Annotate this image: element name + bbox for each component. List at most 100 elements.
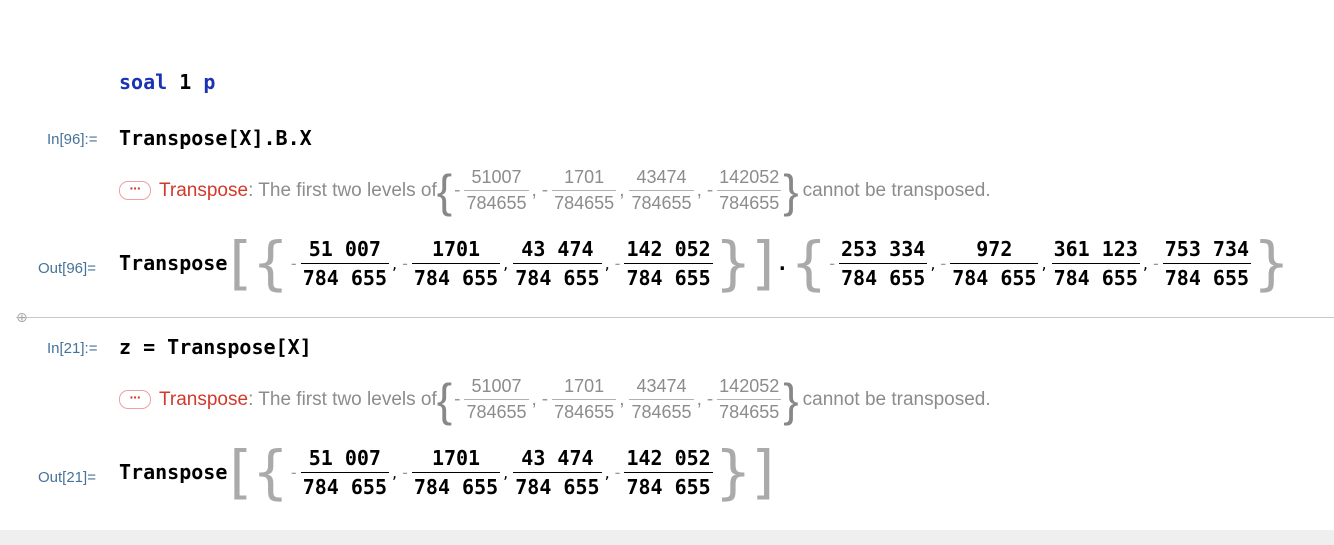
title-word-p: p bbox=[203, 70, 216, 94]
fraction-numerator: 51007 bbox=[471, 376, 522, 396]
output-label-21: Out[21]= bbox=[38, 469, 96, 486]
fraction-numerator: 43 474 bbox=[521, 236, 594, 261]
fraction-numerator: 1701 bbox=[564, 376, 605, 396]
fraction-denominator: 784655 bbox=[717, 399, 782, 423]
output-cell-21[interactable]: Transpose [ { -51 007 784 655, -1701 784 65… bbox=[119, 438, 775, 506]
input-label-96: In[96]:= bbox=[47, 131, 98, 148]
fraction: 1701 784655 bbox=[552, 376, 617, 423]
input-label-21: In[21]:= bbox=[47, 340, 98, 357]
minus-sign: - bbox=[541, 388, 549, 410]
minus-sign: - bbox=[940, 253, 947, 273]
fraction: 142 052 784 655 bbox=[624, 237, 713, 290]
fraction: 142 052 784 655 bbox=[624, 445, 713, 499]
message-tag[interactable]: Transpose bbox=[159, 179, 249, 201]
fraction: 361 123 784 655 bbox=[1051, 237, 1140, 290]
fraction-numerator: 753 734 bbox=[1164, 236, 1250, 261]
output-cell-96[interactable]: Transpose [ { -51 007 784 655, -1701 784 65… bbox=[119, 229, 1290, 297]
fraction: 142052 784655 bbox=[717, 376, 782, 423]
fraction: 43 474 784 655 bbox=[513, 236, 602, 290]
minus-sign: - bbox=[290, 462, 297, 482]
message-text-after: cannot be transposed. bbox=[802, 179, 991, 201]
output-label-96: Out[96]= bbox=[38, 260, 96, 277]
open-bracket-icon: [ bbox=[229, 438, 253, 506]
fraction-denominator: 784 655 bbox=[950, 262, 1039, 290]
open-brace-icon: { bbox=[436, 373, 453, 426]
fraction-numerator: 253 334 bbox=[841, 236, 926, 261]
message-text: : The first two levels of bbox=[248, 388, 437, 410]
fraction-denominator: 784 655 bbox=[411, 262, 501, 290]
fraction-denominator: 784 655 bbox=[300, 262, 389, 290]
message-text: : The first two levels of bbox=[248, 179, 437, 201]
plus-icon[interactable]: ⊕ bbox=[16, 310, 28, 326]
fraction: 43474 784655 bbox=[629, 376, 694, 423]
fraction-numerator: 142 052 bbox=[626, 445, 711, 470]
fraction-denominator: 784655 bbox=[629, 190, 694, 214]
message-menu-button[interactable]: ··· bbox=[119, 181, 151, 200]
fraction-numerator: 43474 bbox=[636, 376, 687, 396]
fraction: 1701 784655 bbox=[552, 167, 617, 214]
comma-separator: , bbox=[619, 388, 625, 410]
fraction-numerator: 43 474 bbox=[521, 445, 594, 470]
minus-sign: - bbox=[290, 253, 297, 273]
message-text-after: cannot be transposed. bbox=[802, 388, 991, 410]
fraction-numerator: 972 bbox=[976, 236, 1013, 261]
fraction: 1701 784 655 bbox=[411, 236, 501, 290]
minus-sign: - bbox=[1152, 253, 1159, 273]
close-bracket-icon: ] bbox=[751, 229, 775, 297]
fraction: 51007 784655 bbox=[464, 376, 529, 423]
message-21: ··· Transpose : The first two levels of … bbox=[119, 376, 991, 423]
comma-separator: , bbox=[1142, 253, 1148, 273]
output-head: Transpose bbox=[119, 251, 228, 275]
message-tag[interactable]: Transpose bbox=[159, 388, 249, 410]
comma-separator: , bbox=[604, 253, 610, 273]
notebook-footer bbox=[0, 530, 1334, 545]
open-bracket-icon: [ bbox=[229, 229, 253, 297]
comma-separator: , bbox=[503, 462, 509, 482]
output-head: Transpose bbox=[119, 460, 228, 484]
comma-separator: , bbox=[604, 462, 610, 482]
close-bracket-icon: ] bbox=[751, 438, 775, 506]
input-cell-21[interactable]: z = Transpose[X] bbox=[119, 335, 312, 359]
message-fraction-list: -51007 784655, -1701 784655, 43474 784655, -14… bbox=[452, 376, 783, 423]
message-96: ··· Transpose : The first two levels of … bbox=[119, 167, 991, 214]
fraction-numerator: 142052 bbox=[719, 167, 780, 187]
fraction: 43 474 784 655 bbox=[513, 445, 602, 499]
fraction-numerator: 1701 bbox=[431, 236, 481, 261]
minus-sign: - bbox=[829, 253, 836, 273]
fraction-numerator: 1701 bbox=[564, 167, 605, 187]
open-brace-icon: { bbox=[252, 438, 289, 506]
cell-insertion-line[interactable] bbox=[16, 317, 1334, 318]
comma-separator: , bbox=[531, 179, 537, 201]
output-fraction-list-2: -253 334 784 655, -972 784 655, 361 123 784 6… bbox=[827, 237, 1253, 290]
fraction-denominator: 784 655 bbox=[1051, 262, 1140, 290]
fraction-denominator: 784 655 bbox=[513, 471, 602, 499]
fraction-denominator: 784 655 bbox=[411, 471, 501, 499]
message-menu-button[interactable]: ··· bbox=[119, 390, 151, 409]
title-word-soal: soal bbox=[119, 70, 168, 94]
minus-sign: - bbox=[454, 179, 461, 201]
title-cell[interactable]: soal 1 p bbox=[119, 70, 215, 94]
fraction-denominator: 784655 bbox=[629, 399, 694, 423]
comma-separator: , bbox=[696, 388, 702, 410]
fraction: 1701 784 655 bbox=[411, 446, 501, 499]
fraction: 253 334 784 655 bbox=[839, 236, 928, 290]
comma-separator: , bbox=[696, 179, 702, 201]
fraction-denominator: 784655 bbox=[464, 190, 529, 214]
fraction-denominator: 784655 bbox=[552, 190, 617, 214]
open-brace-icon: { bbox=[436, 164, 453, 217]
fraction-denominator: 784 655 bbox=[624, 471, 713, 499]
input-cell-96[interactable]: Transpose[X].B.X bbox=[119, 126, 312, 150]
fraction-denominator: 784 655 bbox=[839, 262, 928, 290]
fraction: 972 784 655 bbox=[950, 236, 1039, 290]
minus-sign: - bbox=[706, 388, 714, 410]
minus-sign: - bbox=[614, 462, 621, 482]
close-brace-icon: } bbox=[714, 438, 752, 506]
fraction: 753 734 784 655 bbox=[1162, 236, 1252, 290]
minus-sign: - bbox=[454, 388, 461, 410]
fraction-denominator: 784 655 bbox=[513, 262, 602, 290]
message-fraction-list: -51007 784655, -1701 784655, 43474 784655, -14… bbox=[452, 167, 783, 214]
fraction: 51 007 784 655 bbox=[300, 237, 389, 290]
minus-sign: - bbox=[402, 462, 408, 482]
fraction-numerator: 51007 bbox=[471, 167, 522, 187]
close-brace-icon: } bbox=[714, 229, 752, 297]
